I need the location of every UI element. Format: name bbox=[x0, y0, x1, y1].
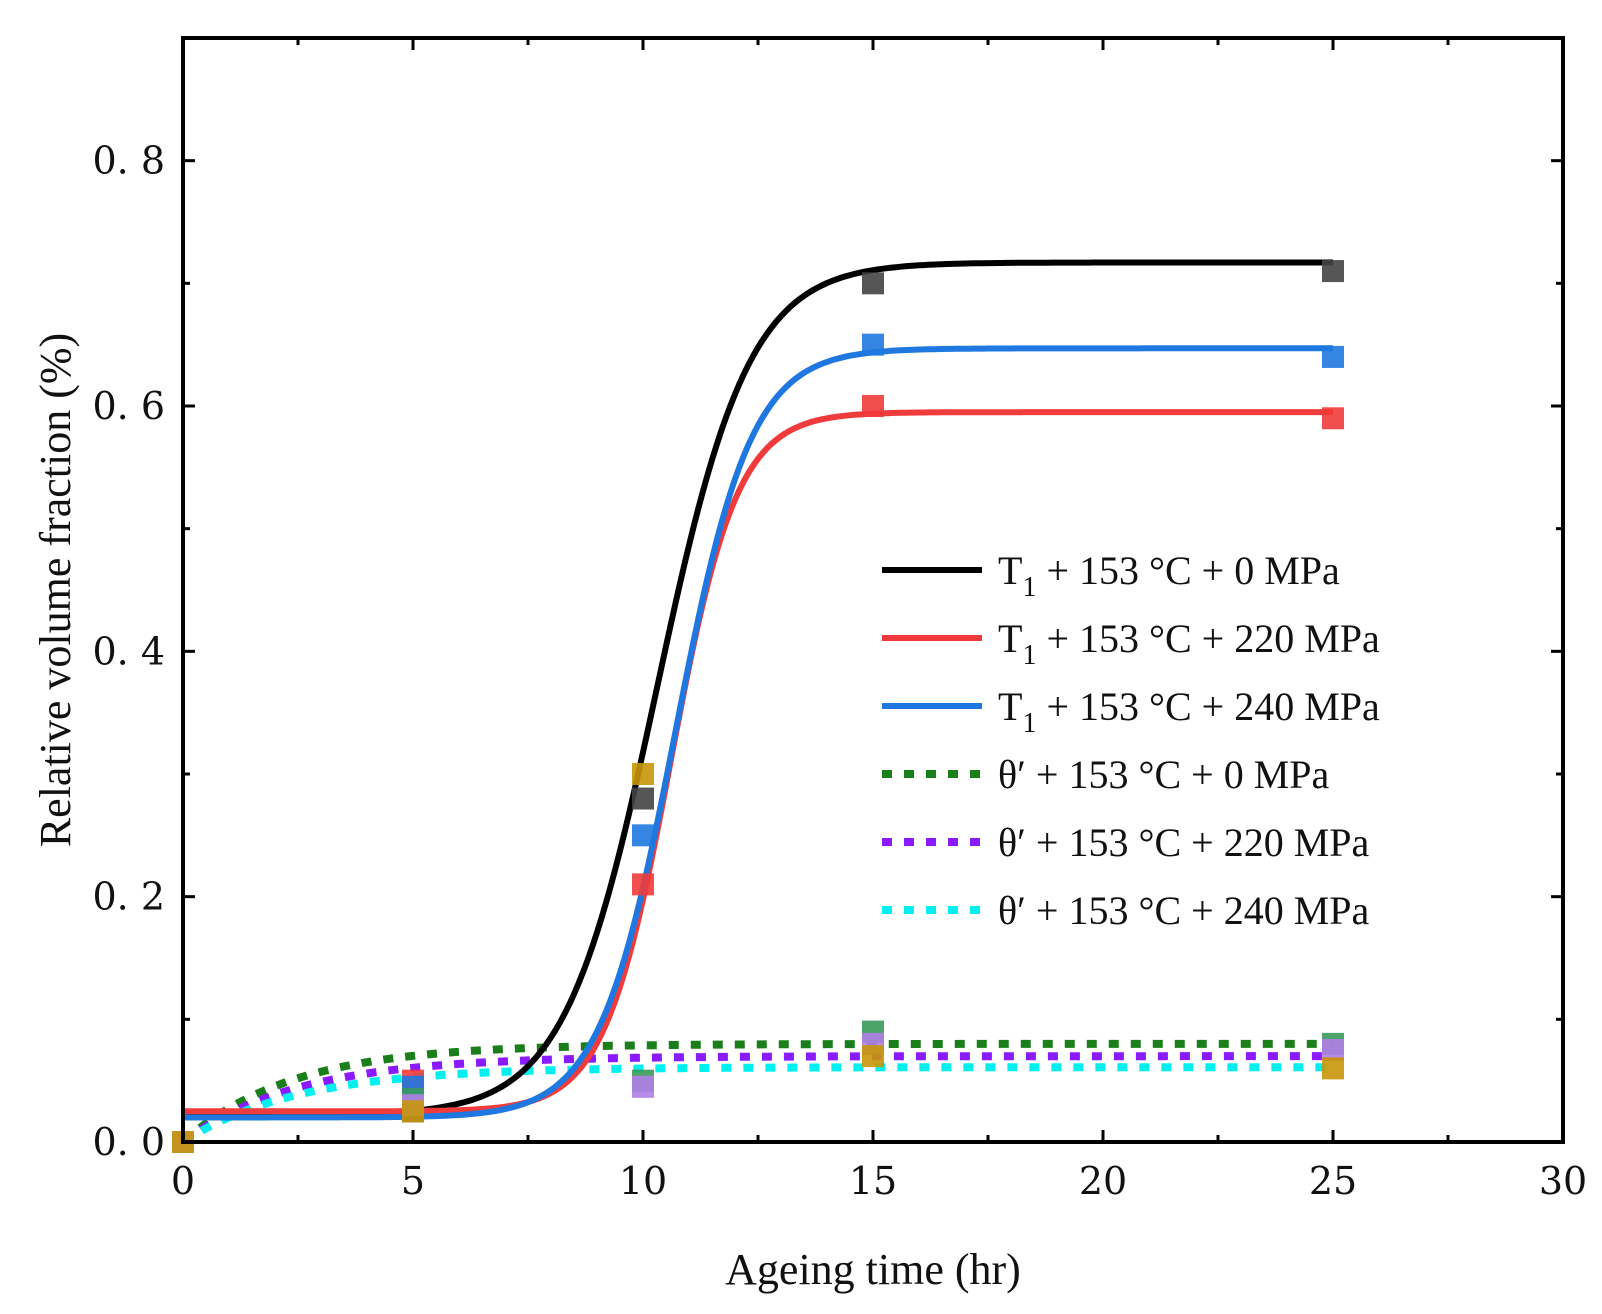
x-tick-label: 20 bbox=[1079, 1159, 1127, 1203]
legend-entry-label: θ′ + 153 °C + 240 MPa bbox=[998, 888, 1370, 933]
series-line bbox=[183, 409, 1333, 1115]
legend-entry-label: θ′ + 153 °C + 220 MPa bbox=[998, 820, 1370, 865]
legend-entry-label: T1 + 153 °C + 0 MPa bbox=[998, 548, 1340, 603]
x-tick-label: 0 bbox=[171, 1159, 195, 1203]
legend-entry-label: T1 + 153 °C + 240 MPa bbox=[998, 684, 1380, 739]
data-point-marker bbox=[1322, 407, 1344, 430]
legend: T1 + 153 °C + 0 MPa T1 + 153 °C + 220 MPa… bbox=[882, 548, 1380, 933]
data-point-marker bbox=[862, 333, 884, 356]
y-tick-label: 0. 6 bbox=[92, 384, 165, 428]
y-tick-label: 0. 2 bbox=[92, 875, 165, 919]
data-point-marker bbox=[862, 395, 884, 417]
series-line bbox=[180, 1063, 1333, 1146]
series-line bbox=[180, 1052, 1333, 1146]
y-tick-label: 0. 0 bbox=[92, 1120, 165, 1164]
data-point-marker bbox=[632, 1075, 654, 1098]
y-tick-label: 0. 4 bbox=[92, 629, 165, 673]
data-point-marker bbox=[632, 763, 654, 785]
data-point-marker bbox=[1322, 260, 1344, 283]
x-axis-title: Ageing time (hr) bbox=[725, 1245, 1021, 1294]
x-tick-label: 10 bbox=[619, 1159, 667, 1203]
y-tick-label: 0. 8 bbox=[92, 139, 165, 183]
data-point-marker bbox=[632, 873, 654, 896]
data-point-marker bbox=[1322, 1039, 1344, 1061]
data-point-marker bbox=[1322, 345, 1344, 368]
series-line bbox=[183, 345, 1333, 1121]
x-tick-label: 5 bbox=[401, 1159, 425, 1203]
data-point-marker bbox=[632, 787, 654, 810]
data-point-marker bbox=[402, 1100, 424, 1123]
x-tick-label: 15 bbox=[849, 1159, 897, 1203]
y-axis: 0. 0 0. 2 0. 4 0. 6 0. 8 bbox=[92, 139, 1563, 1164]
data-point-marker bbox=[862, 1045, 884, 1068]
x-axis: 0 5 10 15 20 25 30 bbox=[171, 38, 1587, 1203]
y-axis-title: Relative volume fraction (%) bbox=[31, 333, 80, 847]
plot-curves bbox=[180, 259, 1333, 1146]
legend-entry-label: T1 + 153 °C + 220 MPa bbox=[998, 616, 1380, 671]
x-tick-label: 25 bbox=[1309, 1159, 1357, 1203]
x-tick-label: 30 bbox=[1539, 1159, 1587, 1203]
data-point-marker bbox=[862, 272, 884, 295]
data-point-marker bbox=[1322, 1057, 1344, 1080]
data-point-marker bbox=[632, 824, 654, 847]
series-line bbox=[180, 1039, 1333, 1146]
legend-entry-label: θ′ + 153 °C + 0 MPa bbox=[998, 752, 1330, 797]
